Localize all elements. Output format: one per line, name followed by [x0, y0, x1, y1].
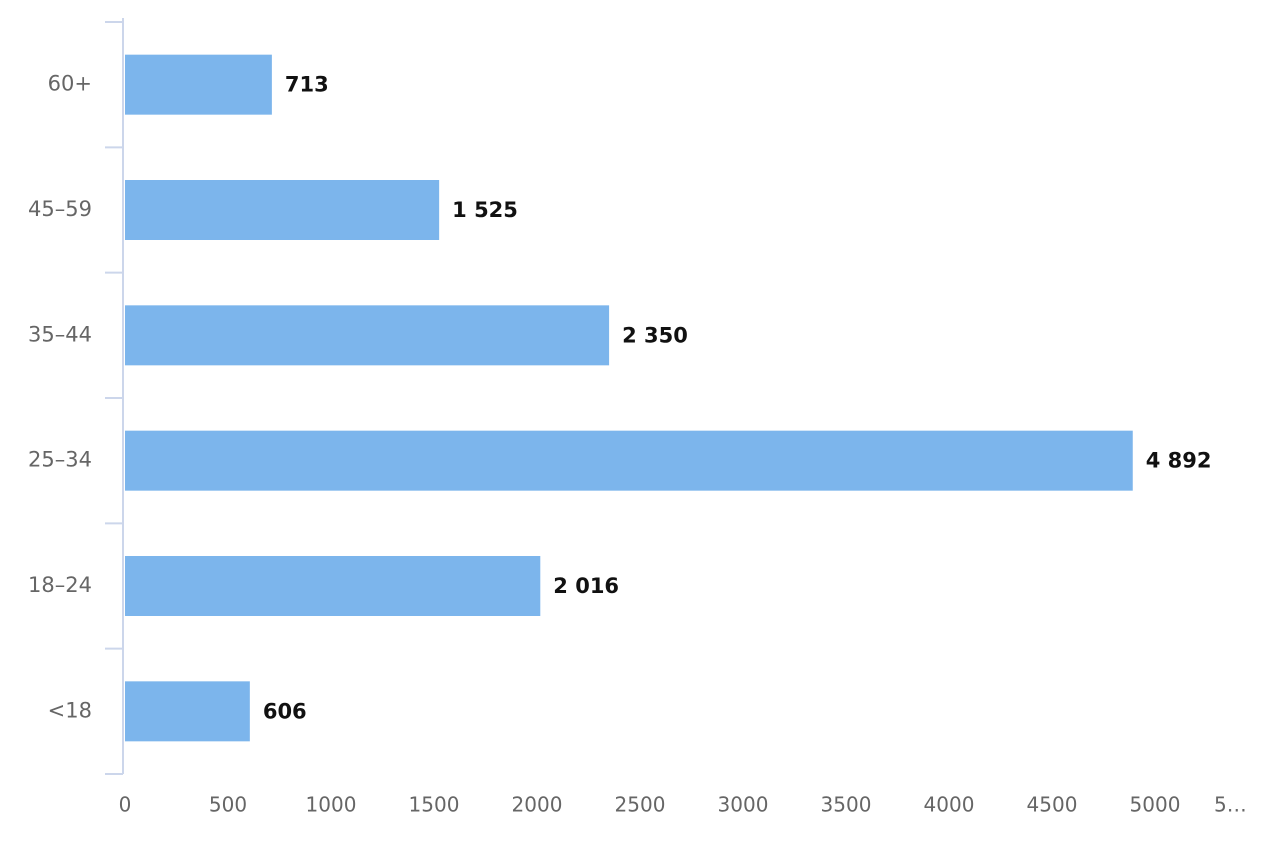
bar: [125, 54, 272, 115]
value-label: 606: [263, 699, 307, 723]
value-label: 4 892: [1146, 449, 1212, 473]
y-tick-label: <18: [48, 698, 92, 722]
x-tick-label: 500: [209, 793, 247, 817]
x-tick-label: 5000: [1130, 793, 1181, 817]
x-tick-label: 1500: [409, 793, 460, 817]
bar: [125, 430, 1133, 491]
y-tick-label: 18–24: [28, 573, 92, 597]
bar: [125, 681, 250, 742]
bar: [125, 180, 440, 240]
x-tick-label: 5…: [1214, 793, 1247, 817]
value-label: 2 016: [553, 574, 619, 598]
x-tick-label: 2000: [512, 793, 563, 817]
x-tick-label: 3500: [821, 793, 872, 817]
y-tick-label: 60+: [48, 72, 92, 96]
x-tick-label: 0: [119, 793, 132, 817]
x-tick-label: 4000: [924, 793, 975, 817]
x-tick-label: 2500: [615, 793, 666, 817]
x-tick-label: 3000: [718, 793, 769, 817]
value-label: 2 350: [622, 323, 688, 347]
value-label: 713: [285, 73, 329, 97]
y-tick-label: 25–34: [28, 448, 92, 472]
bar: [125, 556, 541, 616]
value-label: 1 525: [452, 198, 518, 222]
x-tick-label: 1000: [306, 793, 357, 817]
y-tick-label: 45–59: [28, 197, 92, 221]
bar: [125, 305, 610, 366]
x-tick-label: 4500: [1027, 793, 1078, 817]
y-tick-label: 35–44: [28, 322, 92, 346]
